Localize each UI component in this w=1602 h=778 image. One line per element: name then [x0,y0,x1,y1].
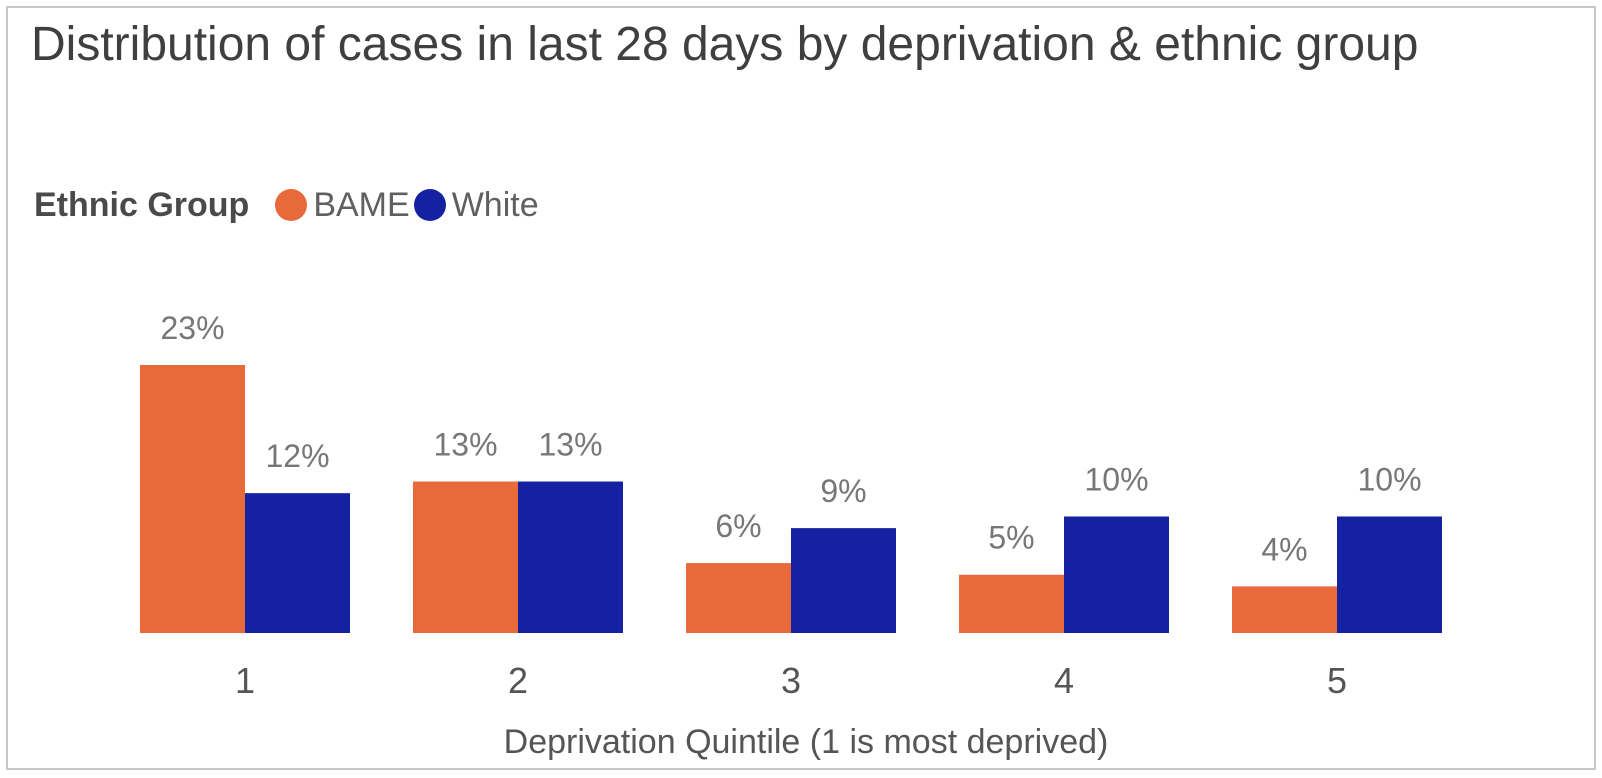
data-label-bame-2: 13% [433,427,497,463]
data-labels-layer: 23% 12% 13% 13% 6% 9% 5% 10% 4% 10% [160,310,1421,567]
x-tick-1: 1 [235,660,255,701]
legend: Ethnic Group BAME White [34,183,543,227]
data-label-white-4: 10% [1084,461,1148,497]
bar-bame-2[interactable] [413,481,518,633]
data-label-bame-3: 6% [715,508,761,544]
data-label-white-5: 10% [1357,461,1421,497]
x-tick-4: 4 [1054,660,1074,701]
bars-layer [140,365,1442,633]
bar-bame-4[interactable] [959,574,1064,633]
legend-label-white: White [451,185,539,224]
x-tick-2: 2 [508,660,528,701]
legend-title: Ethnic Group [34,185,250,224]
legend-swatch-bame [275,189,308,221]
data-label-bame-5: 4% [1261,531,1307,567]
data-label-bame-1: 23% [160,310,224,346]
bar-white-3[interactable] [791,528,896,633]
bar-white-4[interactable] [1064,516,1169,633]
bar-bame-1[interactable] [140,365,245,633]
bar-white-2[interactable] [518,481,623,633]
data-label-bame-4: 5% [988,520,1034,556]
x-tick-5: 5 [1327,660,1347,701]
legend-swatch-white [413,189,446,221]
bar-white-1[interactable] [245,493,350,633]
data-label-white-1: 12% [265,438,329,474]
chart-card [6,6,1596,770]
x-axis-ticks: 1 2 3 4 5 [235,660,1347,701]
chart-title: Distribution of cases in last 28 days by… [31,18,1419,71]
data-label-white-3: 9% [820,473,866,509]
bar-bame-5[interactable] [1232,586,1337,633]
legend-item-bame[interactable]: BAME [275,185,410,225]
legend-label-bame: BAME [313,185,410,224]
x-tick-3: 3 [781,660,801,701]
bar-bame-3[interactable] [686,563,791,633]
bar-white-5[interactable] [1337,516,1442,633]
data-label-white-2: 13% [538,427,602,463]
x-axis-title: Deprivation Quintile (1 is most deprived… [504,723,1109,761]
legend-item-white[interactable]: White [413,185,539,225]
